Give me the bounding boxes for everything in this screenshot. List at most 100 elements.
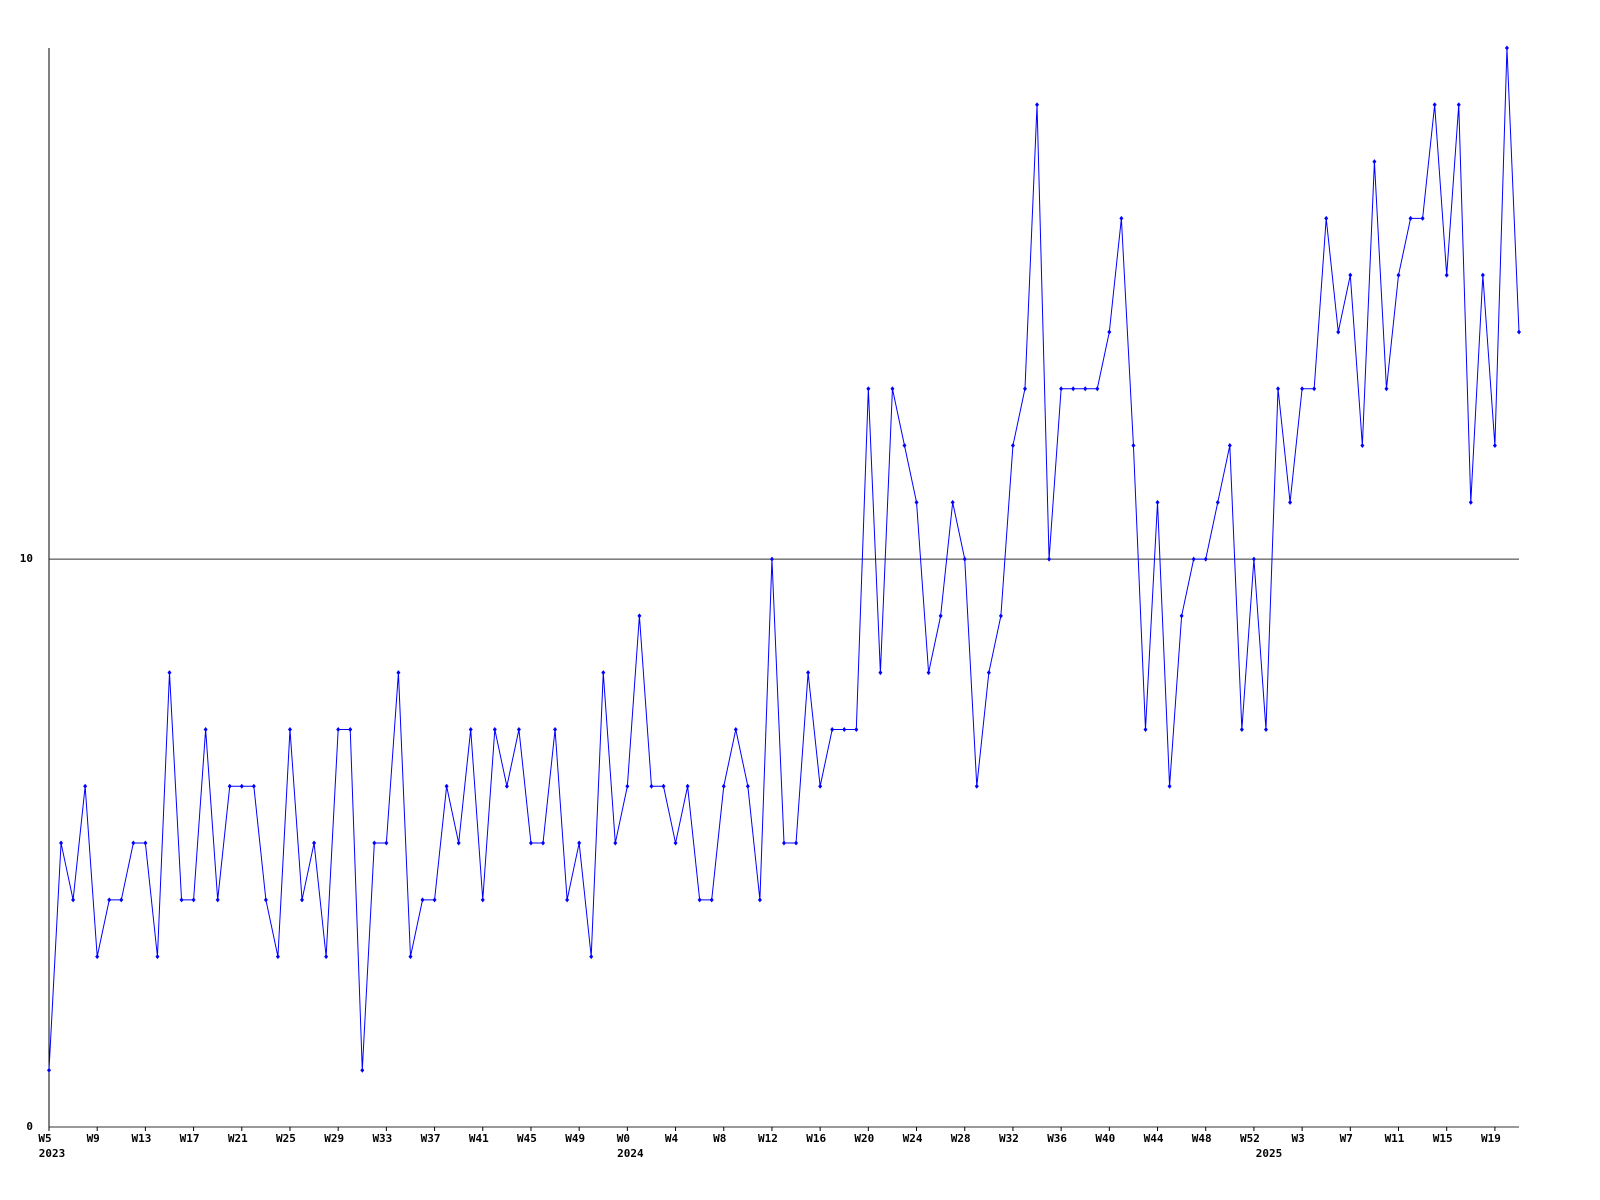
data-point: [661, 783, 666, 789]
data-point: [1083, 386, 1088, 392]
data-point: [516, 726, 521, 732]
data-point: [625, 783, 630, 789]
data-point: [649, 783, 654, 789]
data-point: [986, 670, 991, 676]
data-point: [1203, 556, 1208, 562]
data-point: [1059, 386, 1064, 392]
x-year-label: 2025: [1256, 1147, 1283, 1160]
data-point: [239, 783, 244, 789]
data-point: [372, 840, 377, 846]
data-point: [1396, 272, 1401, 278]
x-tick-label: W5: [38, 1132, 51, 1145]
data-point: [348, 726, 353, 732]
data-point: [938, 613, 943, 619]
data-point: [71, 897, 76, 903]
data-point: [396, 670, 401, 676]
data-point: [1179, 613, 1184, 619]
data-point: [203, 726, 208, 732]
data-point: [1300, 386, 1305, 392]
data-point: [757, 897, 762, 903]
x-tick-label: W20: [854, 1132, 874, 1145]
x-tick-label: W45: [517, 1132, 537, 1145]
data-point: [613, 840, 618, 846]
data-point: [312, 840, 317, 846]
data-point: [1384, 386, 1389, 392]
x-tick-label: W17: [180, 1132, 200, 1145]
data-point: [601, 670, 606, 676]
x-tick-label: W16: [806, 1132, 826, 1145]
data-point: [733, 726, 738, 732]
x-year-label: 2023: [39, 1147, 66, 1160]
x-tick-label: W37: [421, 1132, 441, 1145]
data-point: [685, 783, 690, 789]
x-tick-label: W44: [1144, 1132, 1164, 1145]
x-tick-label: W33: [372, 1132, 392, 1145]
data-point: [830, 726, 835, 732]
data-point: [794, 840, 799, 846]
x-tick-label: W24: [903, 1132, 923, 1145]
x-tick-label: W7: [1340, 1132, 1353, 1145]
data-point: [1420, 215, 1425, 221]
data-point: [1119, 215, 1124, 221]
data-point: [577, 840, 582, 846]
data-point: [1107, 329, 1112, 335]
data-point: [806, 670, 811, 676]
y-tick-label: 10: [20, 552, 33, 565]
x-tick-label: W25: [276, 1132, 296, 1145]
data-point: [1071, 386, 1076, 392]
x-tick-label: W0: [617, 1132, 630, 1145]
data-point: [1360, 443, 1365, 449]
data-point: [1504, 45, 1509, 51]
data-point: [528, 840, 533, 846]
x-tick-label: W4: [665, 1132, 679, 1145]
data-point: [119, 897, 124, 903]
data-point: [637, 613, 642, 619]
data-point: [492, 726, 497, 732]
data-point: [1408, 215, 1413, 221]
data-point: [227, 783, 232, 789]
x-tick-label: W3: [1291, 1132, 1304, 1145]
data-point: [998, 613, 1003, 619]
data-point: [336, 726, 341, 732]
data-point: [878, 670, 883, 676]
data-point: [1022, 386, 1027, 392]
data-point: [1227, 443, 1232, 449]
x-tick-label: W15: [1433, 1132, 1453, 1145]
data-point: [1095, 386, 1100, 392]
data-point: [721, 783, 726, 789]
x-tick-label: W13: [131, 1132, 151, 1145]
data-point: [1480, 272, 1485, 278]
data-point: [324, 954, 329, 960]
x-tick-label: W36: [1047, 1132, 1067, 1145]
x-tick-label: W11: [1385, 1132, 1405, 1145]
x-year-label: 2024: [617, 1147, 644, 1160]
data-point: [818, 783, 823, 789]
data-point: [251, 783, 256, 789]
x-tick-label: W41: [469, 1132, 489, 1145]
data-point: [107, 897, 112, 903]
y-tick-label: 0: [26, 1120, 33, 1133]
data-point: [287, 726, 292, 732]
data-point: [360, 1067, 365, 1073]
data-point: [83, 783, 88, 789]
data-point: [697, 897, 702, 903]
data-point: [1432, 102, 1437, 108]
data-point: [432, 897, 437, 903]
data-point: [1324, 215, 1329, 221]
data-point: [1468, 499, 1473, 505]
data-point: [300, 897, 305, 903]
x-tick-label: W52: [1240, 1132, 1260, 1145]
data-point: [504, 783, 509, 789]
data-point: [215, 897, 220, 903]
data-point: [974, 783, 979, 789]
data-point: [468, 726, 473, 732]
data-point: [143, 840, 148, 846]
data-point: [769, 556, 774, 562]
data-point: [1263, 726, 1268, 732]
data-point: [420, 897, 425, 903]
data-point: [1167, 783, 1172, 789]
data-point: [565, 897, 570, 903]
data-point: [275, 954, 280, 960]
